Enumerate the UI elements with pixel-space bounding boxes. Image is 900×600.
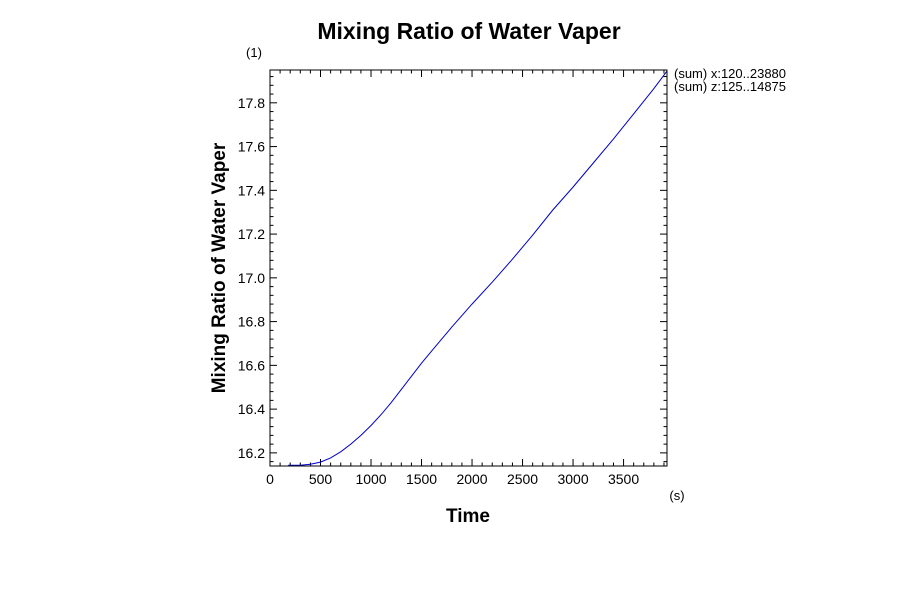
- x-tick-label: 1500: [406, 471, 437, 487]
- x-tick-label: 0: [266, 471, 274, 487]
- y-unit-label: (1): [246, 45, 262, 60]
- y-tick-label: 16.6: [238, 357, 265, 373]
- y-tick-label: 17.6: [238, 139, 265, 155]
- x-tick-label: 1000: [355, 471, 386, 487]
- series-group: [288, 70, 668, 466]
- series-line-0: [288, 70, 668, 466]
- x-unit-label: (s): [669, 488, 684, 503]
- annotation-z-range: (sum) z:125..14875: [674, 79, 786, 94]
- y-tick-label: 16.2: [238, 445, 265, 461]
- y-tick-label: 17.0: [238, 270, 265, 286]
- plot-frame: [269, 69, 668, 467]
- tick-labels: 0 500 1000 1500 2000 2500 3000 3500 16.2 16.4 16.6…: [238, 95, 640, 487]
- x-tick-label: 2000: [456, 471, 487, 487]
- y-tick-label: 16.4: [238, 401, 265, 417]
- y-tick-label: 17.8: [238, 95, 265, 111]
- axis-ticks: [269, 70, 667, 466]
- chart-title: Mixing Ratio of Water Vaper: [317, 18, 620, 44]
- y-tick-label: 16.8: [238, 314, 265, 330]
- x-tick-label: 3000: [557, 471, 588, 487]
- x-tick-label: 500: [309, 471, 333, 487]
- y-tick-label: 17.4: [238, 182, 265, 198]
- x-tick-label: 3500: [608, 471, 639, 487]
- y-axis-title: Mixing Ratio of Water Vaper: [209, 142, 230, 393]
- x-tick-label: 2500: [507, 471, 538, 487]
- x-axis-title: Time: [446, 506, 490, 527]
- y-tick-label: 17.2: [238, 226, 265, 242]
- annotation-x-range: (sum) x:120..23880: [674, 66, 786, 81]
